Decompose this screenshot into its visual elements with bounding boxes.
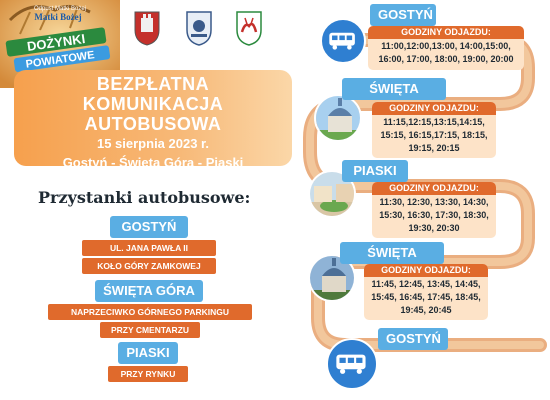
town-square-photo (308, 170, 356, 218)
stop-address: UL. JANA PAWŁA II (82, 240, 216, 256)
stop-address: PRZY CMENTARZU (100, 322, 200, 338)
departures-box: GODZINY ODJAZDU: 11:30, 12:30, 13:30, 14… (372, 182, 496, 238)
heading-banner: BEZPŁATNA KOMUNIKACJA AUTOBUSOWA 15 sier… (14, 70, 292, 170)
basilica-photo (314, 94, 362, 142)
departure-times: 15:30, 16:30, 17:30, 18:30, (379, 210, 489, 220)
departure-times: 15:15, 16:15,17:15, 18:15, (380, 130, 488, 140)
stop-address: PRZY RYNKU (108, 366, 188, 382)
bus-icon (320, 18, 366, 64)
banner-date: 15 sierpnia 2023 r. (96, 136, 210, 151)
route-stop-name: PIASKI (342, 160, 408, 182)
banner-line2: KOMUNIKACJA AUTOBUSOWA (82, 94, 224, 134)
stop-name: GOSTYŃ (110, 216, 188, 238)
route-stop-name: ŚWIĘTA GÓRA (340, 242, 444, 282)
bus-icon (326, 338, 378, 390)
departure-times: 15:45, 16:45, 17:45, 18:45, (371, 292, 481, 302)
crest-icon (186, 11, 212, 46)
stop-name: PIASKI (118, 342, 178, 364)
departure-times: 19:30, 20:30 (408, 223, 460, 233)
route-stop-name: ŚWIĘTA GÓRA (342, 78, 446, 118)
departure-times: 16:00, 17:00, 18:00, 19:00, 20:00 (378, 54, 514, 64)
banner-line1: BEZPŁATNA (96, 74, 210, 94)
departure-times: 19:45, 20:45 (400, 305, 452, 315)
departures-box: GODZINY ODJAZDU: 11:00,12:00,13:00, 14:0… (368, 26, 524, 70)
svg-text:Matki Bożej: Matki Bożej (34, 12, 81, 22)
departure-times: 19:15, 20:15 (408, 143, 460, 153)
departures-box: GODZINY ODJAZDU: 11:15,12:15,13:15,14:15… (372, 102, 496, 158)
departure-times: 11:00,12:00,13:00, 14:00,15:00, (381, 41, 511, 51)
banner-route: Gostyń - Święta Góra - Piaski (62, 155, 244, 170)
departures-label: GODZINY ODJAZDU: (368, 26, 524, 39)
route-stop-name: GOSTYŃ (378, 328, 448, 350)
stop-address: NAPRZECIWKO GÓRNEGO PARKINGU (48, 304, 252, 320)
crest-icon (134, 11, 160, 46)
basilica-photo (308, 254, 356, 302)
departure-times: 11:15,12:15,13:15,14:15, (383, 117, 485, 127)
stop-name: ŚWIĘTA GÓRA (95, 280, 203, 302)
departures-box: GODZINY ODJAZDU: 11:45, 12:45, 13:45, 14… (364, 264, 488, 320)
stop-address: KOŁO GÓRY ZAMKOWEJ (82, 258, 216, 274)
departures-label: GODZINY ODJAZDU: (364, 264, 488, 277)
departures-label: GODZINY ODJAZDU: (372, 102, 496, 115)
departure-times: 11:45, 12:45, 13:45, 14:45, (371, 279, 481, 289)
crest-icon (236, 11, 262, 46)
stops-title: Przystanki autobusowe: (38, 188, 251, 207)
svg-text:Odpust Matki Bożej: Odpust Matki Bożej (34, 6, 86, 12)
dozynki-logo: Odpust Matki Bożej Matki Bożej DOŻYNKI P… (0, 0, 120, 88)
route-stop-name: GOSTYŃ (370, 4, 436, 26)
departures-label: GODZINY ODJAZDU: (372, 182, 496, 195)
departure-times: 11:30, 12:30, 13:30, 14:30, (379, 197, 489, 207)
